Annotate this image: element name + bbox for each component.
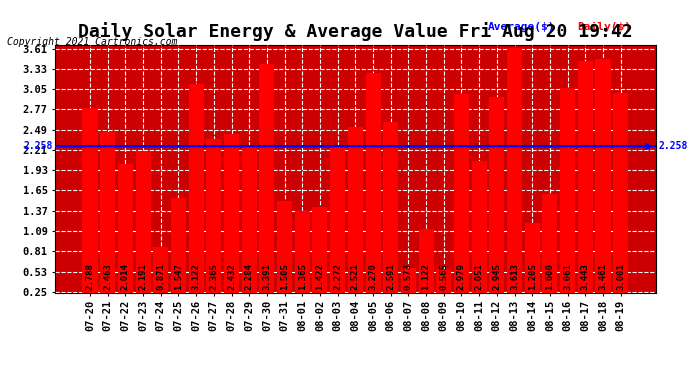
Bar	[171, 198, 186, 310]
Text: 2.014: 2.014	[121, 263, 130, 290]
Bar	[100, 132, 115, 310]
Bar	[613, 93, 628, 310]
Text: 1.122: 1.122	[422, 263, 431, 290]
Text: Average($): Average($)	[487, 22, 555, 32]
Text: 2.979: 2.979	[457, 263, 466, 290]
Text: 3.270: 3.270	[368, 263, 377, 290]
Bar	[153, 247, 168, 310]
Text: 2.258: 2.258	[658, 141, 688, 152]
Bar	[595, 59, 611, 310]
Bar	[348, 128, 363, 310]
Text: 0.573: 0.573	[404, 263, 413, 290]
Text: 2.945: 2.945	[493, 263, 502, 290]
Bar	[507, 48, 522, 310]
Text: 3.461: 3.461	[598, 263, 607, 290]
Text: 3.122: 3.122	[192, 263, 201, 290]
Text: 3.391: 3.391	[262, 263, 271, 290]
Bar	[188, 84, 204, 310]
Text: 2.272: 2.272	[333, 263, 342, 290]
Title: Daily Solar Energy & Average Value Fri Aug 20 19:42: Daily Solar Energy & Average Value Fri A…	[78, 22, 633, 40]
Bar	[295, 211, 310, 310]
Bar	[542, 194, 558, 310]
Text: 2.051: 2.051	[475, 263, 484, 290]
Text: 2.591: 2.591	[386, 263, 395, 290]
Text: 3.443: 3.443	[581, 263, 590, 290]
Bar	[454, 94, 469, 310]
Bar	[489, 97, 504, 310]
Bar	[241, 145, 257, 310]
Text: 2.284: 2.284	[245, 263, 254, 290]
Bar	[524, 223, 540, 310]
Text: 3.001: 3.001	[616, 263, 625, 290]
Text: 2.521: 2.521	[351, 263, 360, 290]
Bar	[277, 201, 292, 310]
Text: 1.547: 1.547	[174, 263, 183, 290]
Text: 1.505: 1.505	[280, 263, 289, 290]
Bar	[419, 229, 433, 310]
Bar	[330, 146, 345, 310]
Text: 0.871: 0.871	[156, 263, 166, 290]
Bar	[383, 122, 398, 310]
Bar	[313, 207, 328, 310]
Text: 2.258: 2.258	[23, 141, 52, 152]
Text: 1.600: 1.600	[545, 263, 555, 290]
Bar	[118, 164, 133, 310]
Text: 3.061: 3.061	[563, 263, 572, 290]
Text: 2.432: 2.432	[227, 263, 236, 290]
Bar	[259, 64, 275, 310]
Text: 2.463: 2.463	[104, 263, 112, 290]
Text: 3.613: 3.613	[510, 263, 519, 290]
Bar	[401, 268, 416, 310]
Bar	[366, 73, 381, 310]
Bar	[578, 61, 593, 310]
Bar	[206, 139, 221, 310]
Text: Daily($): Daily($)	[578, 22, 631, 32]
Text: 2.191: 2.191	[139, 263, 148, 290]
Bar	[436, 269, 451, 310]
Text: 2.788: 2.788	[86, 263, 95, 290]
Text: 1.365: 1.365	[298, 263, 307, 290]
Bar	[83, 108, 97, 310]
Text: 1.422: 1.422	[315, 263, 324, 290]
Text: 2.365: 2.365	[209, 263, 218, 290]
Text: 1.205: 1.205	[528, 263, 537, 290]
Bar	[135, 151, 150, 310]
Text: 0.565: 0.565	[440, 263, 449, 290]
Text: Copyright 2021 Cartronics.com: Copyright 2021 Cartronics.com	[7, 37, 177, 47]
Bar	[472, 162, 486, 310]
Bar	[224, 134, 239, 310]
Bar	[560, 88, 575, 310]
